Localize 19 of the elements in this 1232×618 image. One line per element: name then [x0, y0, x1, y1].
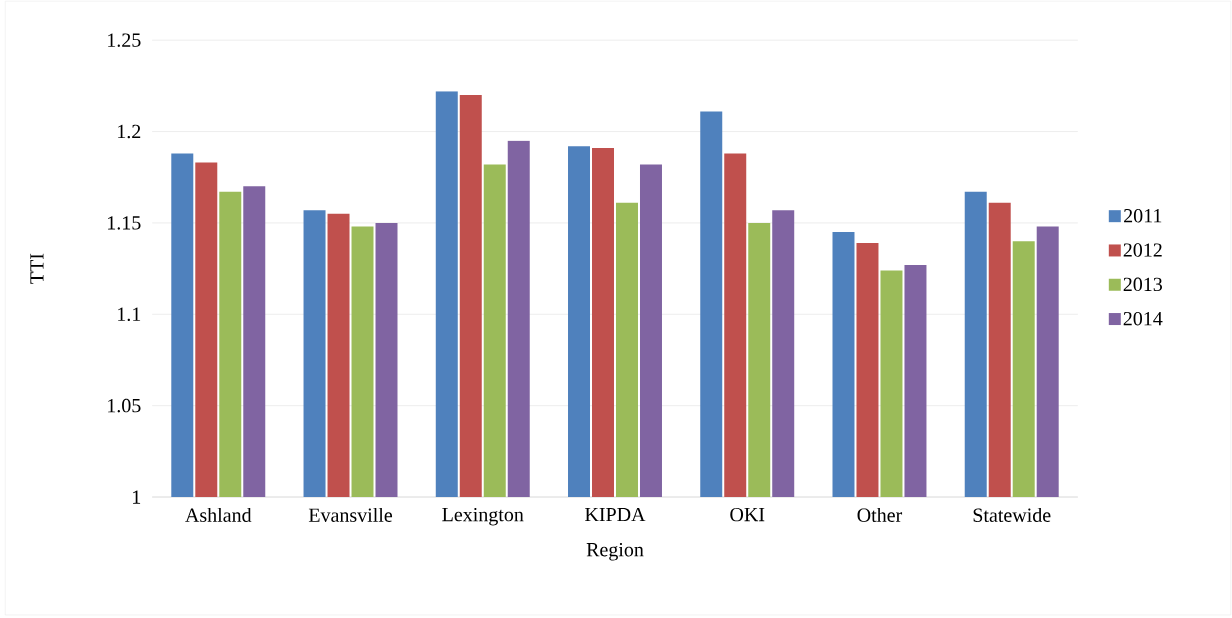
legend-label: 2011 [1124, 208, 1162, 223]
x-tick-label: Statewide [973, 507, 1051, 522]
x-tick-label: Lexington [442, 507, 524, 526]
x-tick-label: OKI [730, 507, 765, 522]
y-tick-label: 1.15 [108, 216, 141, 230]
legend-label: 2012 [1123, 243, 1162, 257]
y-tick-label: 1 [133, 490, 141, 504]
y-tick-label: 1.1 [118, 307, 141, 321]
x-tick-label: Other [857, 507, 903, 522]
x-axis-title: Region [586, 542, 644, 561]
y-tick-label: 1.05 [108, 398, 141, 413]
x-tick-label: Ashland [185, 507, 252, 522]
legend-label: 2013 [1123, 277, 1163, 291]
y-axis-title: TTI [30, 253, 44, 284]
x-tick-label: KIPDA [585, 507, 646, 522]
y-tick-label: 1.2 [118, 124, 141, 139]
y-tick-label: 1.25 [108, 33, 141, 47]
x-tick-label: Evansville [308, 507, 393, 522]
legend-label: 2014 [1123, 311, 1163, 326]
